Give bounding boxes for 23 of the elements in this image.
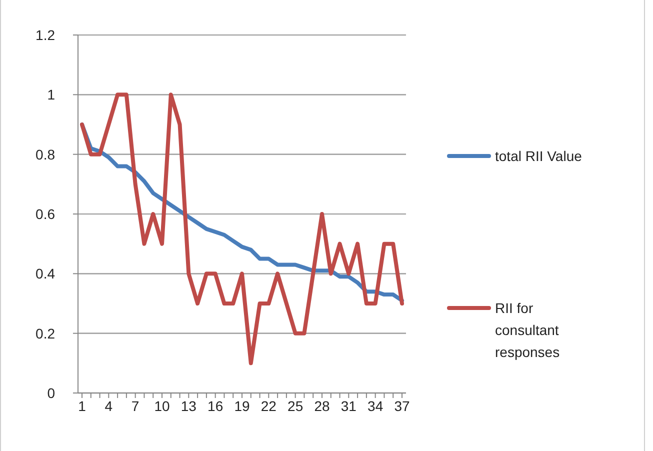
x-tick-label: 28: [314, 398, 330, 414]
x-tick-label: 13: [180, 398, 197, 414]
y-tick-label: 0.8: [36, 146, 56, 162]
x-tick-label: 19: [234, 398, 250, 414]
line-series: [80, 92, 404, 366]
x-tick-label: 10: [154, 398, 170, 414]
y-tick-label: 0: [47, 384, 56, 401]
y-tick-label: 0.4: [36, 266, 56, 282]
x-tick-label: 25: [288, 398, 304, 414]
y-tick-label: 1.2: [36, 26, 56, 43]
y-tick-label: 0.6: [36, 206, 56, 222]
y-tick-label: 0.2: [36, 325, 56, 342]
x-tick-label: 37: [394, 398, 410, 414]
y-tick-label: 1: [47, 86, 56, 103]
x-tick-label: 34: [368, 398, 384, 414]
x-tick-label: 31: [340, 398, 357, 414]
x-tick-label: 4: [104, 398, 113, 414]
x-tick-label: 1: [78, 398, 86, 414]
x-tick-label: 16: [208, 398, 224, 414]
x-tick-label: 22: [260, 398, 277, 414]
legend-label: total RII Value: [495, 147, 583, 166]
x-tick-label: 7: [131, 398, 140, 414]
legend-label: RII for consultant responses: [495, 299, 561, 362]
